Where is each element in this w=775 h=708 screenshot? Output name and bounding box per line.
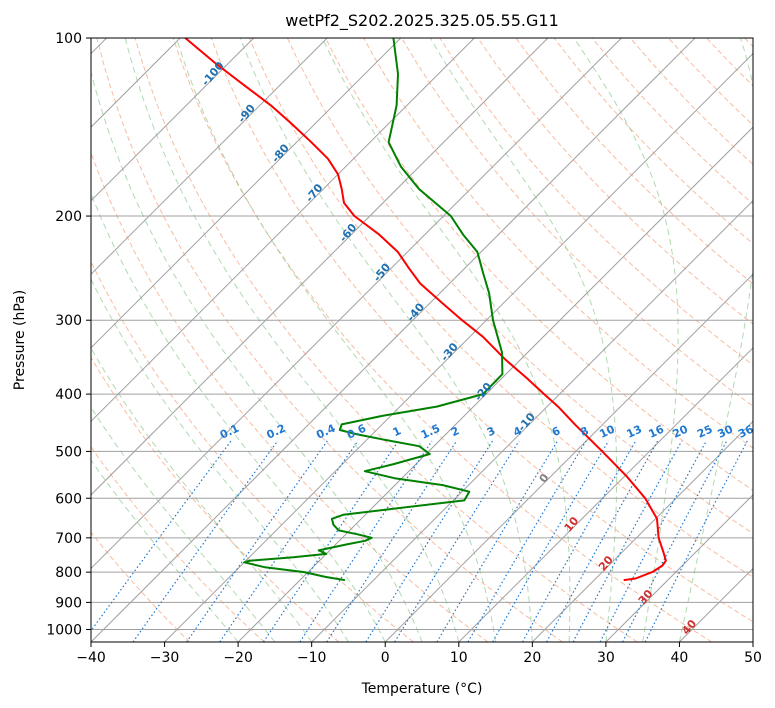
dry-adiabat (91, 531, 191, 642)
plot-background (91, 38, 753, 642)
isotherm (91, 38, 622, 570)
plot-frame (90, 37, 754, 643)
x-tick-label: 20 (523, 650, 541, 666)
mixing-ratio-line (326, 440, 458, 642)
moist-adiabat (91, 406, 276, 642)
mixing-ratio-label: 25 (695, 423, 714, 441)
mixing-ratio-line (299, 440, 433, 642)
x-tick-label: −10 (297, 650, 327, 666)
isotherm (605, 494, 753, 642)
series-layer (184, 38, 667, 582)
x-tick-label: 10 (450, 650, 468, 666)
dry-adiabat (401, 38, 753, 407)
isotherm (91, 38, 549, 496)
mixing-ratio-line (546, 440, 659, 642)
mixing-ratio-line (186, 440, 328, 642)
plot-area (91, 38, 753, 642)
temperature-line (184, 38, 667, 582)
mixing-ratio-line (394, 440, 520, 642)
moist-adiabat (124, 38, 460, 642)
dry-adiabat (248, 38, 753, 578)
mixing-ratio-line (467, 440, 587, 642)
dry-adiabat (91, 356, 340, 642)
y-axis-label: Pressure (hPa) (12, 290, 28, 390)
moist-adiabat (429, 38, 618, 642)
mixing-ratio-line (492, 440, 610, 642)
axes: −40 −30 −20 −10 0 10 20 30 40 50 100 200 300 400 500 60… (46, 31, 762, 666)
y-tick-label: 900 (55, 595, 82, 611)
dry-adiabat (134, 38, 638, 642)
dry-adiabat (172, 38, 713, 642)
moist-adiabat (175, 38, 497, 642)
mixing-ratio-line (219, 440, 359, 642)
dry-adiabat (477, 38, 753, 325)
x-axis-label: Temperature (°C) (361, 681, 483, 697)
mixing-ratio-line (644, 440, 748, 642)
isotherm (91, 38, 255, 202)
isotherm (91, 38, 475, 423)
moist-adiabat (573, 38, 679, 642)
isotherm (384, 273, 753, 642)
y-tick-label: 800 (55, 565, 82, 581)
mixing-ratio-label: 10 (597, 422, 617, 440)
x-tick-label: −40 (76, 650, 106, 666)
moist-adiabat (91, 192, 386, 642)
isotherm (458, 347, 753, 642)
isotherm (237, 126, 753, 642)
moist-adiabat (321, 38, 571, 642)
y-tick-label: 600 (55, 491, 82, 507)
y-tick-label: 1000 (46, 622, 82, 638)
y-tick-label: 500 (55, 444, 82, 460)
mixing-ratio-line (521, 440, 637, 642)
grid-layer (91, 38, 753, 642)
x-tick-label: −20 (223, 650, 253, 666)
dry-adiabat (96, 38, 563, 642)
isotherm (91, 38, 402, 349)
moist-adiabat (91, 70, 423, 642)
isotherm (311, 199, 753, 642)
dry-adiabat (210, 38, 753, 623)
dry-adiabat (91, 151, 489, 642)
chart-title: wetPf2_S202.2025.325.05.55.G11 (285, 11, 559, 31)
x-tick-label: 50 (744, 650, 762, 666)
mixing-ratio-label: 16 (647, 422, 667, 440)
mixing-ratio-label: 13 (625, 423, 644, 441)
dry-adiabat (325, 38, 753, 491)
mixing-ratio-line (262, 440, 399, 642)
mixing-ratio-label: 36 (736, 422, 756, 440)
isotherm (91, 38, 696, 642)
dry-adiabat (515, 38, 753, 285)
mixing-ratio-line (91, 440, 232, 632)
x-tick-label: 40 (671, 650, 689, 666)
isotherm (164, 52, 753, 642)
isotherm (752, 641, 753, 642)
moist-adiabat (91, 278, 349, 642)
dry-adiabat (91, 445, 265, 642)
mixing-ratio-line (436, 440, 559, 642)
dewpoint-line (243, 38, 504, 582)
y-tick-label: 200 (55, 209, 82, 225)
x-tick-label: 30 (597, 650, 615, 666)
x-tick-label: −30 (150, 650, 180, 666)
moist-adiabat (239, 38, 533, 642)
mixing-ratio-line (365, 440, 494, 642)
moist-adiabat (91, 459, 239, 642)
y-tick-label: 300 (55, 313, 82, 329)
x-tick-label: 0 (381, 650, 390, 666)
mixing-ratio-label: 30 (716, 422, 736, 440)
moist-adiabat (678, 38, 753, 642)
y-tick-label: 400 (55, 387, 82, 403)
isotherm (531, 420, 753, 642)
isotherm (91, 38, 328, 275)
y-tick-label: 100 (55, 31, 82, 47)
mixing-ratio-label: 20 (671, 422, 691, 440)
y-tick-label: 700 (55, 531, 82, 547)
